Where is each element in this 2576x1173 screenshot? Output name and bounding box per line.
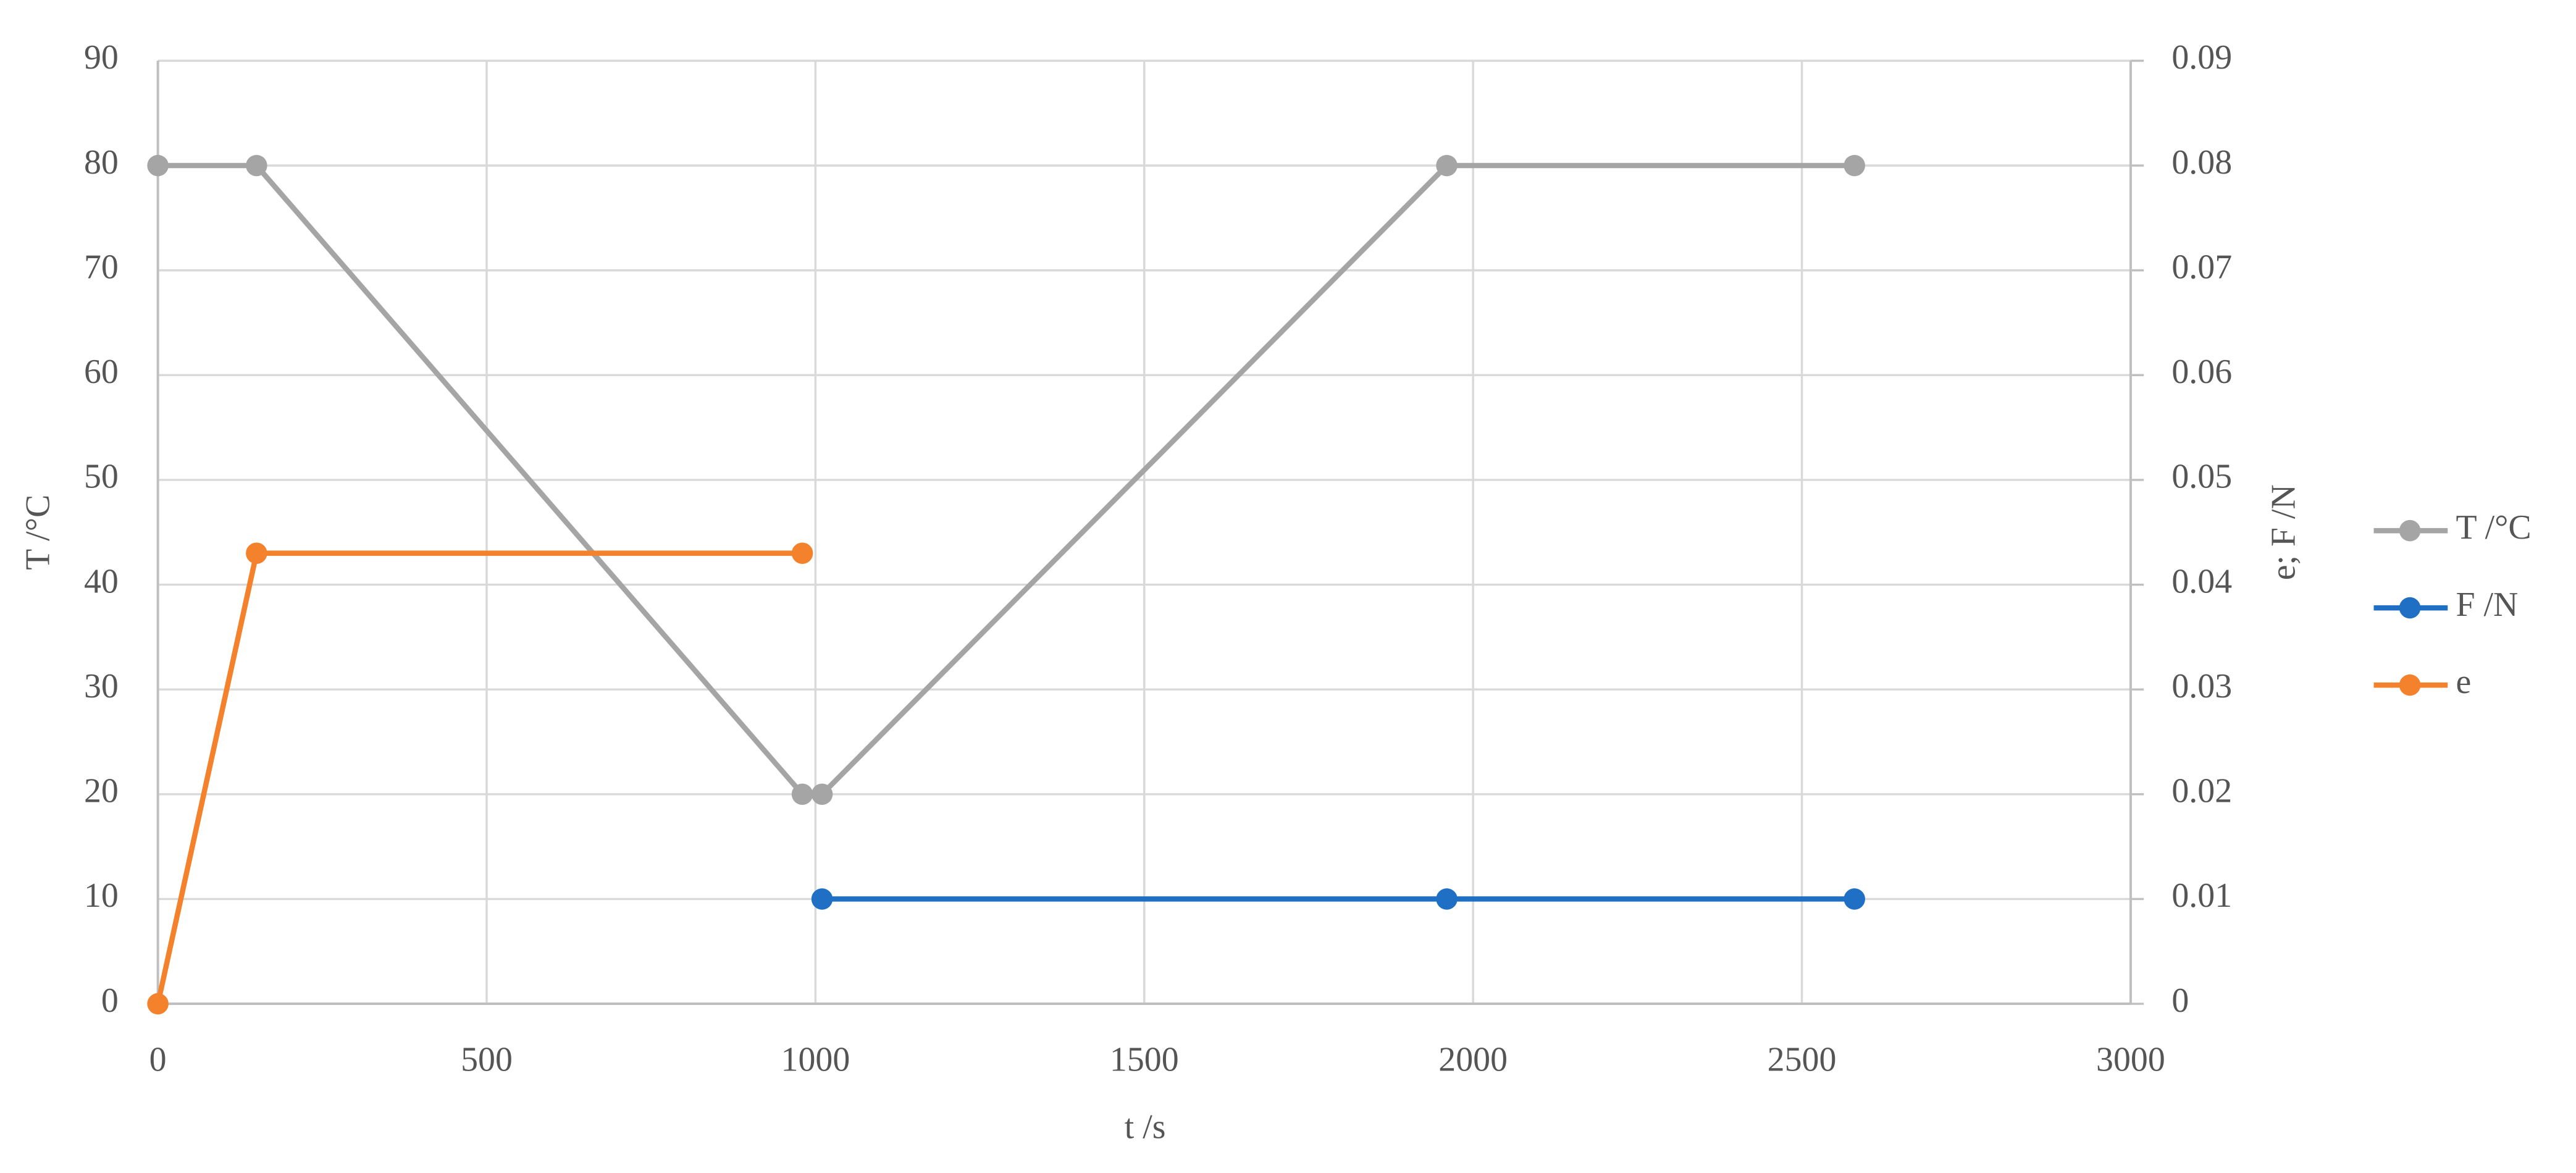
point bbox=[147, 993, 169, 1015]
y-tick-label: 20 bbox=[84, 772, 119, 810]
y2-tick-label: 0.01 bbox=[2171, 877, 2232, 915]
y-tick-label: 70 bbox=[84, 248, 119, 286]
legend-label: e bbox=[2456, 663, 2472, 701]
y2-tick-label: 0.04 bbox=[2171, 562, 2232, 600]
point bbox=[1436, 888, 1458, 910]
point bbox=[246, 542, 267, 564]
y2-tick-label: 0.02 bbox=[2171, 772, 2232, 810]
y-tick-label: 0 bbox=[101, 982, 119, 1020]
y-tick-label: 30 bbox=[84, 667, 119, 705]
x-axis-title: t /s bbox=[1125, 1108, 1166, 1146]
x-tick-label: 1500 bbox=[1110, 1041, 1179, 1079]
y2-tick-label: 0.06 bbox=[2171, 353, 2232, 391]
y-tick-label: 90 bbox=[84, 38, 119, 77]
point bbox=[811, 783, 833, 805]
legend-label: F /N bbox=[2456, 586, 2519, 624]
y2-tick-label: 0.05 bbox=[2171, 458, 2232, 496]
y-tick-label: 10 bbox=[84, 877, 119, 915]
x-tick-label: 1000 bbox=[781, 1041, 850, 1079]
point bbox=[811, 888, 833, 910]
point bbox=[246, 154, 267, 177]
y2-axis-title: e; F /N bbox=[2264, 484, 2302, 580]
legend-label: T /°C bbox=[2456, 508, 2532, 547]
y-tick-label: 80 bbox=[84, 143, 119, 182]
series-line bbox=[155, 550, 803, 1004]
x-tick-label: 2500 bbox=[1768, 1041, 1837, 1079]
point bbox=[1844, 888, 1865, 910]
y2-tick-label: 0.03 bbox=[2171, 667, 2232, 705]
x-tick-label: 0 bbox=[149, 1041, 167, 1079]
point bbox=[1844, 154, 1865, 177]
legend-marker bbox=[2399, 674, 2421, 696]
y-axis-title: T /°C bbox=[19, 495, 57, 570]
x-tick-label: 3000 bbox=[2096, 1041, 2165, 1079]
y2-tick-label: 0 bbox=[2171, 982, 2189, 1020]
y-tick-label: 60 bbox=[84, 353, 119, 391]
x-tick-label: 500 bbox=[461, 1041, 513, 1079]
point bbox=[147, 154, 169, 177]
y2-tick-label: 0.07 bbox=[2171, 248, 2232, 286]
y-tick-label: 40 bbox=[84, 562, 119, 600]
y2-tick-label: 0.09 bbox=[2171, 38, 2232, 77]
point bbox=[1436, 154, 1458, 177]
legend-marker bbox=[2399, 519, 2421, 542]
legend-marker bbox=[2399, 597, 2421, 619]
y2-tick-label: 0.08 bbox=[2171, 143, 2232, 182]
point bbox=[791, 783, 813, 805]
x-tick-label: 2000 bbox=[1438, 1041, 1508, 1079]
y-tick-label: 50 bbox=[84, 458, 119, 496]
point bbox=[791, 542, 813, 564]
